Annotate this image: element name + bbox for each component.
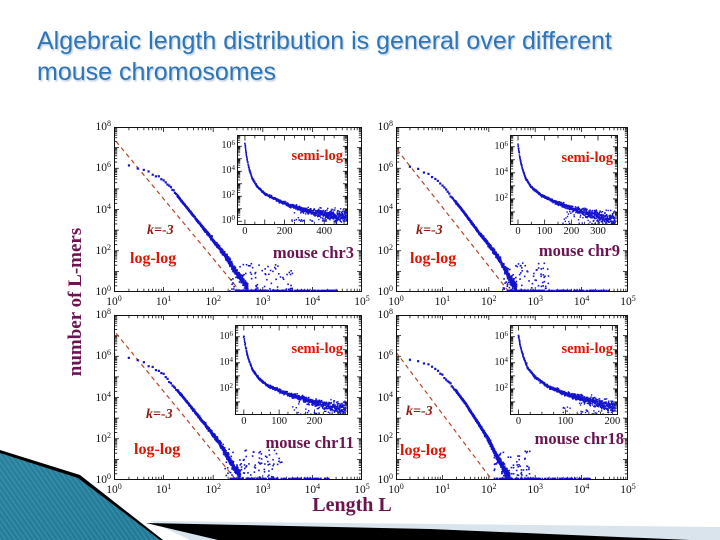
y-tick-label: 108 <box>95 307 112 321</box>
inset-y-tick-label: 106 <box>219 329 234 342</box>
inset-x-tick-label: 200 <box>276 226 293 237</box>
x-tick-label: 104 <box>304 482 321 496</box>
inset-x-tick-label: 0 <box>515 416 522 427</box>
annotation-slope-top-right: k=-3 <box>416 223 443 238</box>
inset-y-tick-label: 102 <box>494 191 509 204</box>
annotation-scale-top-left: log-log <box>130 250 177 267</box>
annotation-chromosome-bottom-left: mouse chr11 <box>265 433 354 452</box>
inset-y-tick-label: 102 <box>221 189 236 202</box>
annotation-chromosome-top-right: mouse chr9 <box>538 241 620 260</box>
y-tick-label: 108 <box>377 119 394 133</box>
inset-canvas-mouse-chr11 <box>235 325 348 415</box>
figure-mouse-chromosome-distributions: 100 101 102 103 104 105 100 102 104 106 108 k=-3 log… <box>0 110 720 530</box>
x-tick-label: 105 <box>354 482 370 496</box>
inset-x-tick-label: 100 <box>557 416 574 427</box>
x-tick-label: 101 <box>434 482 451 496</box>
inset-y-tick-label: 106 <box>494 329 509 342</box>
inset-y-tick-label: 104 <box>494 165 509 178</box>
annotation-semilog-bottom-right: semi-log <box>561 341 613 357</box>
x-tick-label: 104 <box>573 294 590 308</box>
y-tick-label: 102 <box>95 242 112 257</box>
x-tick-label: 104 <box>573 482 590 496</box>
y-tick-label: 106 <box>95 160 112 175</box>
annotation-slope-bottom-right: k=-3 <box>406 404 433 419</box>
annotation-scale-top-right: log-log <box>410 250 457 267</box>
annotation-semilog-bottom-left: semi-log <box>291 341 343 357</box>
x-tick-label: 100 <box>106 294 122 308</box>
annotation-semilog-top-right: semi-log <box>561 150 613 166</box>
y-tick-label: 100 <box>377 284 394 298</box>
inset-x-tick-label: 0 <box>515 226 521 237</box>
annotation-scale-bottom-left: log-log <box>134 441 181 458</box>
slide-title: Algebraic length distribution is general… <box>37 27 612 86</box>
x-axis-label: Length L <box>312 494 392 516</box>
annotation-slope-top-left: k=-3 <box>147 223 174 238</box>
x-tick-label: 105 <box>620 482 636 496</box>
inset-x-tick-label: 100 <box>271 416 288 427</box>
inset-x-tick-label: 0 <box>241 416 247 427</box>
x-tick-label: 100 <box>106 482 122 496</box>
y-tick-label: 104 <box>377 201 394 216</box>
x-tick-label: 102 <box>481 294 497 308</box>
inset-canvas-mouse-chr9 <box>510 135 618 225</box>
x-tick-label: 100 <box>388 482 404 496</box>
annotation-chromosome-bottom-right: mouse chr18 <box>534 429 624 448</box>
y-tick-label: 100 <box>377 472 394 486</box>
inset-x-tick-label: 300 <box>590 226 606 237</box>
y-tick-label: 106 <box>377 348 394 363</box>
x-tick-label: 102 <box>205 294 221 308</box>
x-tick-label: 104 <box>304 294 321 308</box>
y-tick-label: 108 <box>95 119 112 133</box>
inset-y-tick-label: 106 <box>494 139 509 152</box>
inset-y-tick-label: 104 <box>221 164 236 177</box>
y-tick-label: 104 <box>95 389 112 404</box>
y-tick-label: 102 <box>377 242 394 257</box>
x-tick-label: 105 <box>620 294 636 308</box>
inset-y-tick-label: 106 <box>221 139 236 152</box>
inset-y-tick-label: 102 <box>219 381 234 394</box>
x-tick-label: 105 <box>354 294 370 308</box>
y-tick-label: 104 <box>95 201 112 216</box>
inset-x-tick-label: 0 <box>242 226 248 237</box>
x-tick-label: 103 <box>527 294 543 308</box>
inset-canvas-mouse-chr18 <box>510 325 618 415</box>
y-axis-label: number of L-mers <box>65 227 86 377</box>
inset-y-tick-label: 104 <box>219 355 234 368</box>
annotation-scale-bottom-right: log-log <box>400 442 447 459</box>
inset-y-tick-label: 102 <box>494 381 509 394</box>
x-tick-label: 101 <box>434 294 451 308</box>
inset-x-tick-label: 200 <box>563 226 580 237</box>
x-tick-label: 103 <box>527 482 543 496</box>
inset-canvas-mouse-chr3 <box>237 135 348 225</box>
y-tick-label: 100 <box>95 284 112 298</box>
y-tick-label: 108 <box>377 307 394 321</box>
x-tick-label: 103 <box>255 294 271 308</box>
y-tick-label: 102 <box>377 430 394 445</box>
inset-y-tick-label: 100 <box>221 214 236 227</box>
inset-x-tick-label: 400 <box>316 226 333 237</box>
annotation-semilog-top-left: semi-log <box>291 148 343 164</box>
inset-x-tick-label: 100 <box>536 226 553 237</box>
y-tick-label: 100 <box>95 472 112 486</box>
annotation-slope-bottom-left: k=-3 <box>146 407 173 422</box>
x-tick-label: 101 <box>155 294 172 308</box>
x-tick-label: 102 <box>205 482 221 496</box>
y-tick-label: 102 <box>95 430 112 445</box>
x-tick-label: 101 <box>155 482 172 496</box>
x-tick-label: 102 <box>481 482 497 496</box>
inset-x-tick-label: 200 <box>306 416 323 427</box>
inset-x-tick-label: 200 <box>604 416 621 427</box>
x-tick-label: 100 <box>388 294 404 308</box>
inset-y-tick-label: 104 <box>494 355 509 368</box>
y-tick-label: 104 <box>377 389 394 404</box>
annotation-chromosome-top-left: mouse chr3 <box>272 243 354 262</box>
x-tick-label: 103 <box>255 482 271 496</box>
y-tick-label: 106 <box>95 348 112 363</box>
y-tick-label: 106 <box>377 160 394 175</box>
